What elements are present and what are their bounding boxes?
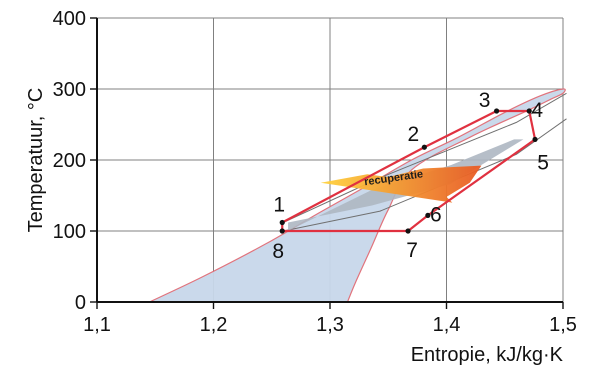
cycle-point-2 — [421, 144, 427, 150]
x-tick-label: 1,4 — [433, 314, 461, 336]
saturation-dome — [149, 88, 566, 303]
y-axis-label: Temperatuur, °C — [25, 88, 47, 233]
cycle-point-7 — [405, 228, 411, 234]
axis-layer: 1,1 1,2 1,3 1,4 1,5 0 100 200 300 400 — [53, 8, 577, 336]
recuperation-layer — [288, 139, 524, 231]
cycle-point-label-5: 5 — [537, 151, 549, 174]
cycle-point-3 — [493, 108, 500, 114]
y-tick-label: 200 — [53, 150, 86, 172]
cycle-point-label-6: 6 — [430, 203, 442, 226]
x-tick-label: 1,2 — [200, 314, 228, 336]
saturation-dome-layer — [149, 88, 566, 303]
isobar-line-1 — [283, 92, 567, 223]
cycle-point-label-8: 8 — [272, 240, 284, 263]
x-axis-label: Entropie, kJ/kg·K — [411, 344, 564, 366]
y-tick-label: 100 — [53, 221, 86, 243]
x-tick-label: 1,1 — [83, 314, 111, 336]
cycle-point-5 — [532, 136, 538, 143]
cycle-point-4 — [526, 108, 532, 114]
x-tick-label: 1,3 — [316, 314, 344, 336]
y-tick-label: 300 — [53, 79, 86, 101]
cycle-point-6 — [425, 212, 431, 218]
cycle-point-1 — [279, 219, 285, 226]
y-tick-label: 0 — [75, 292, 86, 314]
y-tick-label: 400 — [53, 8, 86, 30]
cycle-layer — [279, 108, 538, 234]
label-layer: Entropie, kJ/kg·K Temperatuur, °C 1 2 3 4 5 67 8… — [25, 88, 564, 366]
cycle-point-8 — [279, 228, 285, 234]
cycle-point-label-4: 4 — [531, 99, 543, 122]
recuperation-arrow — [320, 165, 482, 203]
cycle-point-label-2: 2 — [408, 123, 420, 146]
cycle-point-label-7: 7 — [406, 239, 418, 262]
cycle-point-label-1: 1 — [273, 193, 285, 216]
x-tick-label: 1,5 — [549, 314, 577, 336]
cycle-point-label-3: 3 — [479, 89, 491, 112]
